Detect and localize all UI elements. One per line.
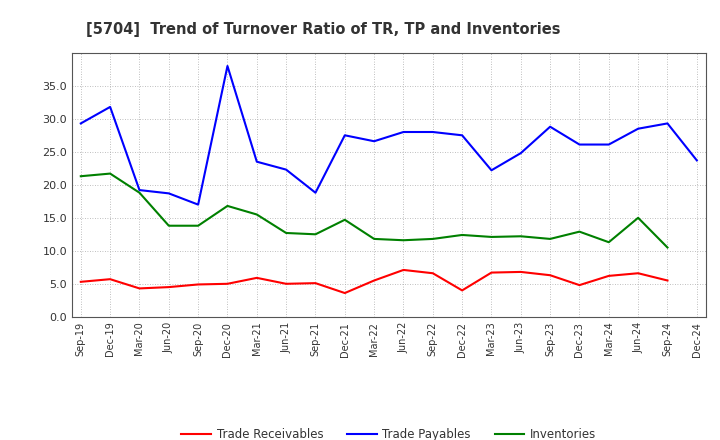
- Inventories: [663, 245, 672, 250]
- Trade Payables: [428, 129, 437, 135]
- Trade Receivables: [311, 281, 320, 286]
- Trade Receivables: [370, 278, 379, 283]
- Inventories: [634, 215, 642, 220]
- Trade Payables: [575, 142, 584, 147]
- Trade Payables: [194, 202, 202, 207]
- Line: Trade Payables: Trade Payables: [81, 66, 697, 205]
- Trade Receivables: [106, 276, 114, 282]
- Inventories: [135, 190, 144, 195]
- Trade Receivables: [399, 267, 408, 272]
- Trade Payables: [370, 139, 379, 144]
- Inventories: [605, 239, 613, 245]
- Trade Payables: [341, 132, 349, 138]
- Inventories: [487, 234, 496, 239]
- Trade Receivables: [135, 286, 144, 291]
- Trade Payables: [605, 142, 613, 147]
- Trade Payables: [458, 132, 467, 138]
- Inventories: [164, 223, 173, 228]
- Trade Payables: [663, 121, 672, 126]
- Trade Payables: [76, 121, 85, 126]
- Inventories: [253, 212, 261, 217]
- Text: [5704]  Trend of Turnover Ratio of TR, TP and Inventories: [5704] Trend of Turnover Ratio of TR, TP…: [86, 22, 561, 37]
- Trade Receivables: [546, 272, 554, 278]
- Inventories: [341, 217, 349, 222]
- Trade Payables: [516, 150, 525, 156]
- Trade Receivables: [223, 281, 232, 286]
- Trade Receivables: [634, 271, 642, 276]
- Inventories: [282, 230, 290, 235]
- Line: Inventories: Inventories: [81, 173, 667, 247]
- Inventories: [311, 231, 320, 237]
- Trade Receivables: [341, 290, 349, 296]
- Trade Receivables: [575, 282, 584, 288]
- Trade Receivables: [194, 282, 202, 287]
- Trade Payables: [253, 159, 261, 164]
- Trade Payables: [164, 191, 173, 196]
- Trade Receivables: [164, 284, 173, 290]
- Legend: Trade Receivables, Trade Payables, Inventories: Trade Receivables, Trade Payables, Inven…: [176, 423, 601, 440]
- Trade Payables: [282, 167, 290, 172]
- Trade Receivables: [282, 281, 290, 286]
- Inventories: [516, 234, 525, 239]
- Inventories: [106, 171, 114, 176]
- Trade Payables: [311, 190, 320, 195]
- Trade Payables: [693, 158, 701, 163]
- Line: Trade Receivables: Trade Receivables: [81, 270, 667, 293]
- Trade Payables: [546, 124, 554, 129]
- Trade Receivables: [428, 271, 437, 276]
- Trade Payables: [487, 168, 496, 173]
- Trade Receivables: [663, 278, 672, 283]
- Trade Payables: [223, 63, 232, 69]
- Trade Payables: [399, 129, 408, 135]
- Trade Payables: [106, 104, 114, 110]
- Trade Receivables: [487, 270, 496, 275]
- Inventories: [223, 203, 232, 209]
- Inventories: [575, 229, 584, 234]
- Inventories: [546, 236, 554, 242]
- Inventories: [458, 232, 467, 238]
- Trade Receivables: [253, 275, 261, 281]
- Inventories: [76, 173, 85, 179]
- Trade Payables: [634, 126, 642, 131]
- Inventories: [428, 236, 437, 242]
- Inventories: [370, 236, 379, 242]
- Trade Receivables: [605, 273, 613, 279]
- Trade Receivables: [516, 269, 525, 275]
- Inventories: [399, 238, 408, 243]
- Trade Receivables: [76, 279, 85, 284]
- Trade Receivables: [458, 288, 467, 293]
- Inventories: [194, 223, 202, 228]
- Trade Payables: [135, 187, 144, 193]
